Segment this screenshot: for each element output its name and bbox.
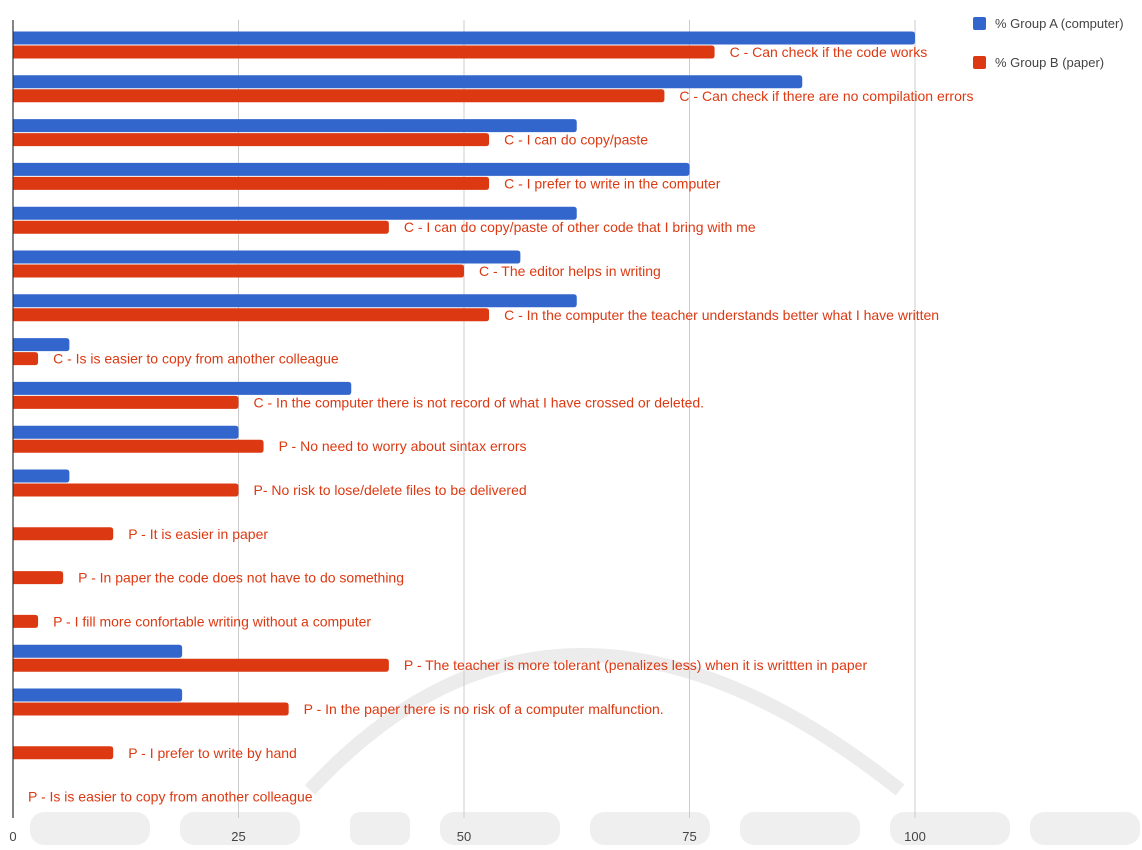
watermark (30, 648, 1140, 845)
category-label: P - It is easier in paper (128, 526, 268, 542)
watermark-block-5 (590, 812, 710, 845)
bar-group-a (13, 338, 70, 352)
category-label: C - In the computer the teacher understa… (504, 307, 939, 323)
category-label: P - In the paper there is no risk of a c… (304, 701, 664, 717)
bar-group-b (13, 658, 389, 672)
bar-group-b (13, 220, 389, 234)
bar-group-a (13, 381, 352, 395)
x-tick-label: 0 (9, 829, 16, 844)
legend-label: % Group B (paper) (995, 55, 1104, 70)
category-label: P - I fill more confortable writing with… (53, 613, 371, 629)
bar-group-a (13, 294, 577, 308)
bar-group-b (13, 483, 239, 497)
legend: % Group A (computer) % Group B (paper) (973, 16, 1124, 70)
category-label: C - Can check if there are no compilatio… (679, 88, 973, 104)
bar-group-a (13, 425, 239, 439)
bar-group-a (13, 119, 577, 133)
category-label: C - The editor helps in writing (479, 263, 661, 279)
bars (13, 31, 915, 760)
legend-swatch-group-a (973, 17, 986, 30)
bar-group-b (13, 527, 114, 541)
bar-group-b (13, 614, 39, 628)
watermark-block-7 (890, 812, 1010, 845)
watermark-block-8 (1030, 812, 1140, 845)
bar-group-b (13, 308, 490, 322)
bar-group-b (13, 439, 264, 453)
bar-group-a (13, 469, 70, 483)
category-label: P- No risk to lose/delete files to be de… (254, 482, 527, 498)
x-tick-label: 25 (231, 829, 245, 844)
bar-group-b (13, 133, 490, 147)
category-label: C - I can do copy/paste of other code th… (404, 219, 756, 235)
watermark-block-6 (740, 812, 860, 845)
x-tick-label: 75 (682, 829, 696, 844)
category-label: C - I prefer to write in the computer (504, 175, 721, 191)
category-label: P - In paper the code does not have to d… (78, 570, 404, 586)
category-label: P - No need to worry about sintax errors (279, 438, 527, 454)
bar-group-a (13, 688, 183, 702)
category-label: C - I can do copy/paste (504, 132, 648, 148)
legend-label: % Group A (computer) (995, 16, 1124, 31)
bar-group-b (13, 45, 715, 59)
x-tick-label: 100 (904, 829, 926, 844)
category-label: P - I prefer to write by hand (128, 745, 297, 761)
bar-group-a (13, 75, 803, 89)
category-label: P - The teacher is more tolerant (penali… (404, 657, 868, 673)
x-tick-label: 50 (457, 829, 471, 844)
legend-swatch-group-b (973, 56, 986, 69)
bar-group-b (13, 746, 114, 760)
watermark-arc (304, 648, 905, 796)
bar-group-a (13, 31, 915, 45)
category-label: C - In the computer there is not record … (254, 394, 705, 410)
grid-lines (238, 20, 916, 818)
bar-group-b (13, 571, 64, 585)
watermark-block-1 (30, 812, 150, 845)
watermark-block-2 (180, 812, 300, 845)
category-label: C - Can check if the code works (730, 44, 928, 60)
bar-group-b (13, 352, 39, 366)
category-label: P - Is is easier to copy from another co… (28, 789, 313, 805)
x-axis: 0 25 50 75 100 (9, 20, 926, 844)
bar-group-a (13, 250, 521, 264)
bar-group-b (13, 176, 490, 190)
bar-group-b (13, 264, 464, 278)
bar-group-b (13, 395, 239, 409)
watermark-block-3 (350, 812, 410, 845)
bar-group-b (13, 702, 289, 716)
category-label: C - Is is easier to copy from another co… (53, 351, 339, 367)
bar-group-a (13, 206, 577, 220)
watermark-block-4 (440, 812, 560, 845)
bar-group-a (13, 162, 690, 176)
category-labels: C - Can check if the code works C - Can c… (28, 44, 974, 805)
bar-group-a (13, 644, 183, 658)
bar-group-b (13, 89, 665, 103)
